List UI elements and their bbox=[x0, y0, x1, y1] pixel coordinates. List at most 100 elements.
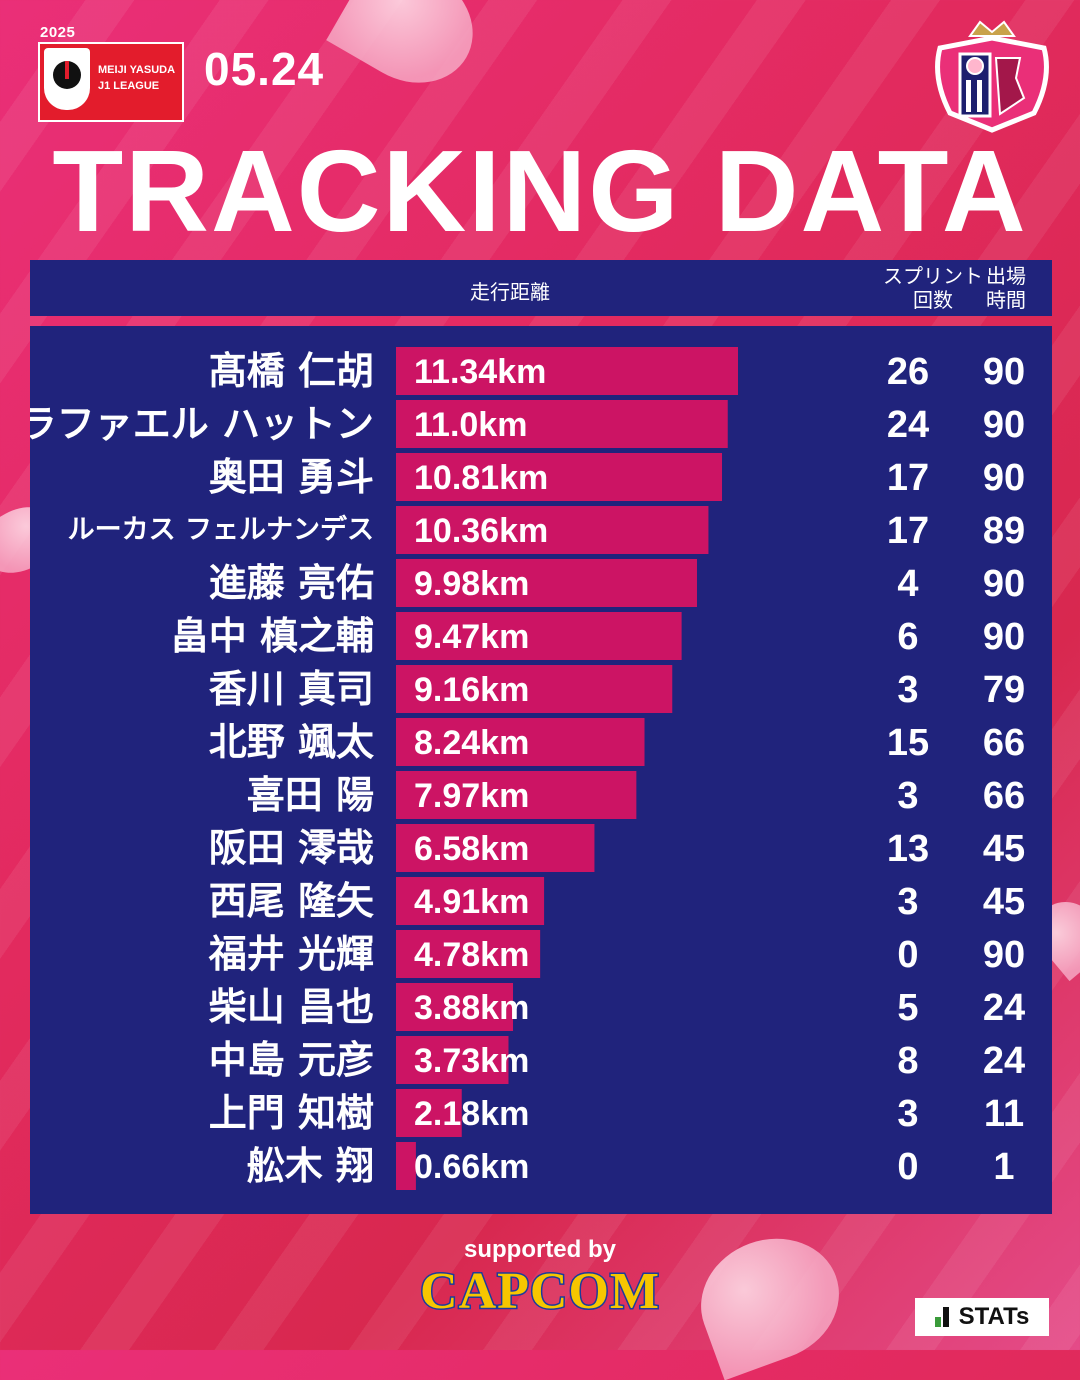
player-name: ラファエル ハットン bbox=[30, 402, 374, 446]
minutes-played: 66 bbox=[983, 722, 1025, 764]
distance-bar bbox=[396, 665, 673, 713]
sprint-count: 3 bbox=[897, 775, 918, 817]
minutes-played: 24 bbox=[983, 987, 1025, 1029]
minutes-played: 90 bbox=[983, 351, 1025, 393]
sprint-count: 26 bbox=[887, 351, 929, 393]
player-name: 阪田 澪哉 bbox=[209, 826, 374, 870]
distance-bar bbox=[396, 930, 541, 978]
table-row: 上門 知樹 2.18km 3 11 bbox=[209, 1089, 1024, 1137]
player-name: 中島 元彦 bbox=[209, 1038, 374, 1082]
minutes-played: 90 bbox=[983, 563, 1025, 605]
table-row: 西尾 隆矢 4.91km 3 45 bbox=[209, 877, 1025, 925]
league-name-line1: MEIJI YASUDA bbox=[98, 64, 176, 76]
sponsor-logo: CAPCOM bbox=[419, 1262, 661, 1322]
sprint-count: 0 bbox=[897, 1146, 918, 1188]
table-row: 奥田 勇斗 10.81km 17 90 bbox=[209, 453, 1025, 501]
table-row: 北野 颯太 8.24km 15 66 bbox=[209, 718, 1025, 766]
column-header-distance: 走行距離 bbox=[470, 280, 550, 304]
table-row: 進藤 亮佑 9.98km 4 90 bbox=[209, 559, 1025, 607]
league-name-line2: J1 LEAGUE bbox=[98, 80, 160, 92]
minutes-played: 79 bbox=[983, 669, 1025, 711]
j-league-logo: 2025 MEIJI YASUDA J1 LEAGUE bbox=[38, 24, 186, 122]
player-name: 進藤 亮佑 bbox=[209, 561, 374, 605]
minutes-played: 90 bbox=[983, 404, 1025, 446]
minutes-played: 1 bbox=[993, 1146, 1014, 1188]
sprint-count: 15 bbox=[887, 722, 929, 764]
table-row: 髙橋 仁胡 11.34km 26 90 bbox=[209, 347, 1025, 395]
player-name: 北野 颯太 bbox=[209, 720, 374, 764]
match-date: 05.24 bbox=[204, 43, 325, 95]
distance-value-label: 0.66km bbox=[414, 1148, 529, 1186]
player-name: 香川 真司 bbox=[209, 667, 374, 711]
petal-decoration bbox=[326, 0, 494, 106]
distance-value-label: 11.0km bbox=[414, 406, 527, 444]
player-name: 髙橋 仁胡 bbox=[209, 349, 374, 393]
player-name: 奥田 勇斗 bbox=[209, 455, 374, 499]
player-name: 西尾 隆矢 bbox=[209, 879, 374, 923]
sprint-count: 8 bbox=[897, 1040, 918, 1082]
sprint-count: 0 bbox=[897, 934, 918, 976]
table-row: 柴山 昌也 3.88km 5 24 bbox=[209, 983, 1025, 1031]
player-name: 喜田 陽 bbox=[247, 773, 374, 817]
player-name: 上門 知樹 bbox=[209, 1091, 374, 1135]
distance-value-label: 9.98km bbox=[414, 565, 529, 603]
minutes-played: 90 bbox=[983, 934, 1025, 976]
sprint-count: 3 bbox=[897, 669, 918, 711]
table-row: 喜田 陽 7.97km 3 66 bbox=[247, 771, 1025, 819]
minutes-played: 66 bbox=[983, 775, 1025, 817]
column-header-bar: 走行距離 スプリント 回数 出場 時間 bbox=[30, 260, 1052, 316]
sprint-count: 24 bbox=[887, 404, 929, 446]
sprint-count: 17 bbox=[887, 510, 929, 552]
distance-bar bbox=[396, 453, 723, 501]
distance-value-label: 9.47km bbox=[414, 618, 529, 656]
distance-bar bbox=[396, 1142, 416, 1190]
distance-value-label: 4.91km bbox=[414, 883, 529, 921]
distance-value-label: 10.36km bbox=[414, 512, 548, 550]
sprint-count: 5 bbox=[897, 987, 918, 1029]
distance-value-label: 7.97km bbox=[414, 777, 529, 815]
distance-value-label: 3.73km bbox=[414, 1042, 529, 1080]
sprint-count: 3 bbox=[897, 1093, 918, 1135]
distance-bar bbox=[396, 983, 514, 1031]
distance-bar bbox=[396, 1036, 509, 1084]
distance-value-label: 3.88km bbox=[414, 989, 529, 1027]
minutes-played: 89 bbox=[983, 510, 1025, 552]
player-name: ルーカス フェルナンデス bbox=[68, 514, 374, 546]
stats-logo: STATs bbox=[915, 1298, 1049, 1336]
distance-value-label: 6.58km bbox=[414, 830, 529, 868]
stats-mark-icon bbox=[934, 1307, 953, 1327]
sprint-count: 17 bbox=[887, 457, 929, 499]
player-name: 畠中 槙之輔 bbox=[171, 614, 374, 658]
table-row: 香川 真司 9.16km 3 79 bbox=[209, 665, 1025, 713]
league-badge: MEIJI YASUDA J1 LEAGUE bbox=[38, 42, 184, 122]
minutes-played: 24 bbox=[983, 1040, 1025, 1082]
table-row: 中島 元彦 3.73km 8 24 bbox=[209, 1036, 1025, 1084]
column-header-sprints: スプリント 回数 bbox=[883, 264, 983, 312]
distance-value-label: 9.16km bbox=[414, 671, 529, 709]
player-name: 舩木 翔 bbox=[247, 1144, 374, 1188]
table-row: 阪田 澪哉 6.58km 13 45 bbox=[209, 824, 1025, 872]
distance-bar bbox=[396, 347, 738, 395]
minutes-played: 45 bbox=[983, 881, 1025, 923]
sprint-count: 13 bbox=[887, 828, 929, 870]
distance-value-label: 8.24km bbox=[414, 724, 529, 762]
column-header-minutes: 出場 時間 bbox=[986, 264, 1026, 312]
distance-bar bbox=[396, 1089, 462, 1137]
minutes-played: 90 bbox=[983, 457, 1025, 499]
sprint-count: 3 bbox=[897, 881, 918, 923]
minutes-played: 45 bbox=[983, 828, 1025, 870]
page-title: TRACKING DATA bbox=[52, 126, 1028, 256]
cerezo-osaka-crest bbox=[930, 18, 1054, 138]
stats-brand-text: STATs bbox=[958, 1303, 1030, 1330]
league-year: 2025 bbox=[40, 24, 76, 41]
minutes-played: 11 bbox=[984, 1093, 1024, 1135]
player-name: 福井 光輝 bbox=[208, 932, 374, 976]
distance-bar bbox=[396, 612, 682, 660]
distance-value-label: 10.81km bbox=[414, 459, 548, 497]
minutes-played: 90 bbox=[983, 616, 1025, 658]
table-row: 舩木 翔 0.66km 0 1 bbox=[247, 1142, 1015, 1190]
distance-bar bbox=[396, 506, 709, 554]
table-row: ラファエル ハットン 11.0km 24 90 bbox=[30, 400, 1025, 448]
distance-bar bbox=[396, 771, 637, 819]
distance-bar bbox=[396, 718, 645, 766]
